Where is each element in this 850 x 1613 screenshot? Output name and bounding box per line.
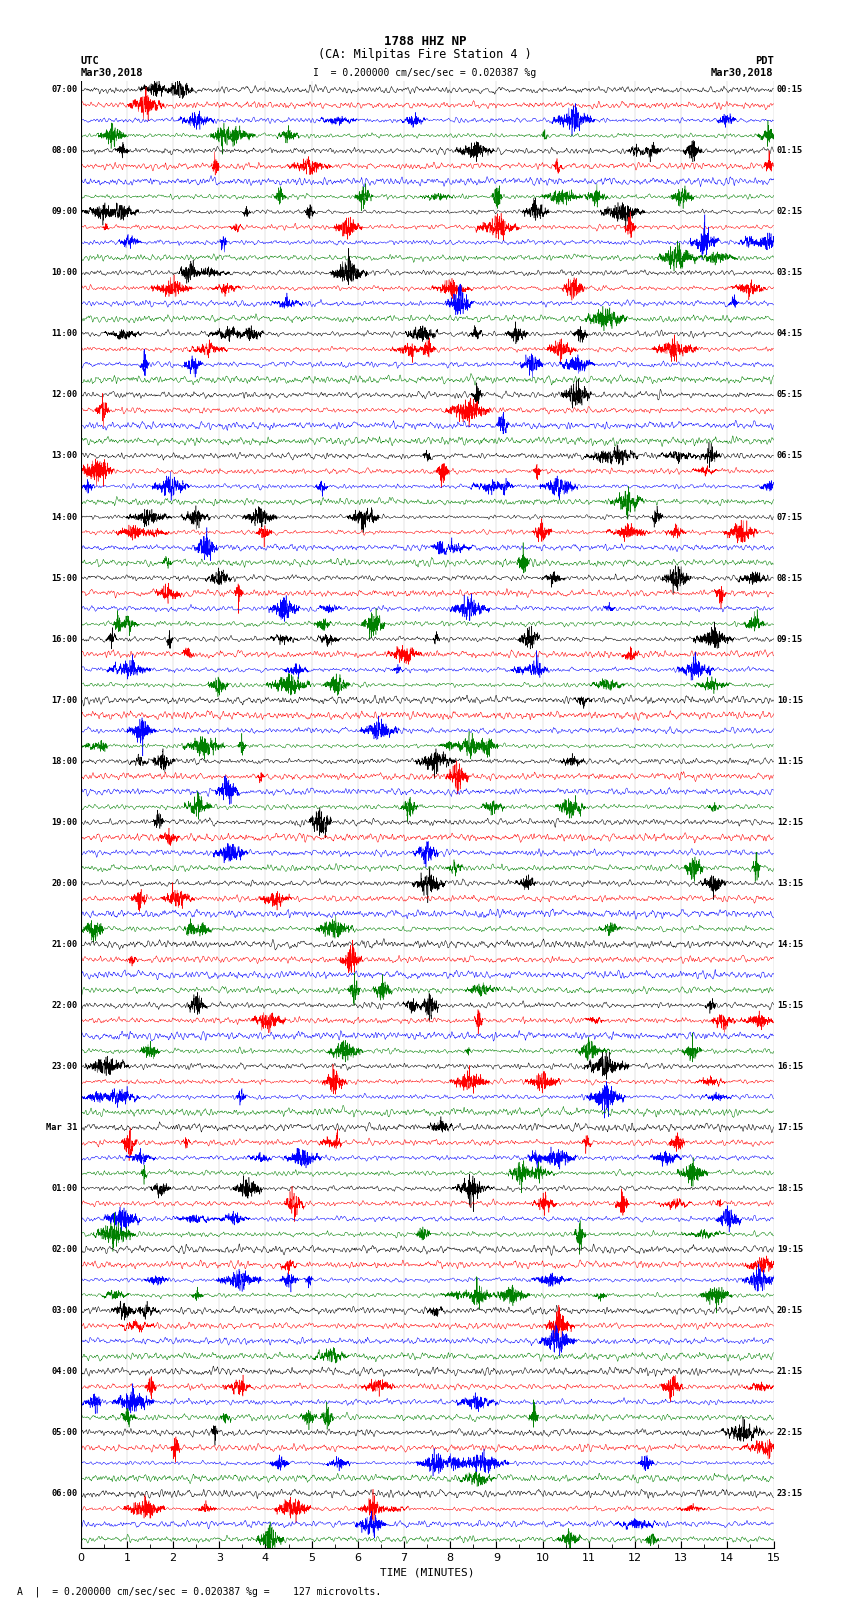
Text: 01:00: 01:00 (51, 1184, 77, 1194)
Text: 03:00: 03:00 (51, 1307, 77, 1315)
Text: Mar 31: Mar 31 (46, 1123, 77, 1132)
Text: 15:15: 15:15 (777, 1000, 803, 1010)
Text: 18:00: 18:00 (51, 756, 77, 766)
Text: 08:15: 08:15 (777, 574, 803, 582)
Text: 06:15: 06:15 (777, 452, 803, 460)
X-axis label: TIME (MINUTES): TIME (MINUTES) (380, 1568, 474, 1578)
Text: 11:15: 11:15 (777, 756, 803, 766)
Text: UTC: UTC (81, 56, 99, 66)
Text: 03:15: 03:15 (777, 268, 803, 277)
Text: A  |  = 0.200000 cm/sec/sec = 0.020387 %g =    127 microvolts.: A | = 0.200000 cm/sec/sec = 0.020387 %g … (17, 1586, 382, 1597)
Text: 21:00: 21:00 (51, 940, 77, 948)
Text: 23:00: 23:00 (51, 1061, 77, 1071)
Text: 07:00: 07:00 (51, 85, 77, 94)
Text: 01:15: 01:15 (777, 147, 803, 155)
Text: Mar30,2018: Mar30,2018 (711, 68, 774, 77)
Text: 18:15: 18:15 (777, 1184, 803, 1194)
Text: 12:00: 12:00 (51, 390, 77, 400)
Text: 06:00: 06:00 (51, 1489, 77, 1498)
Text: 05:00: 05:00 (51, 1428, 77, 1437)
Text: 19:00: 19:00 (51, 818, 77, 827)
Text: PDT: PDT (755, 56, 774, 66)
Text: 20:15: 20:15 (777, 1307, 803, 1315)
Text: 23:15: 23:15 (777, 1489, 803, 1498)
Text: 16:00: 16:00 (51, 634, 77, 644)
Text: 12:15: 12:15 (777, 818, 803, 827)
Text: 14:15: 14:15 (777, 940, 803, 948)
Text: 07:15: 07:15 (777, 513, 803, 521)
Text: I  = 0.200000 cm/sec/sec = 0.020387 %g: I = 0.200000 cm/sec/sec = 0.020387 %g (314, 68, 536, 77)
Text: 00:15: 00:15 (777, 85, 803, 94)
Text: 09:00: 09:00 (51, 208, 77, 216)
Text: (CA: Milpitas Fire Station 4 ): (CA: Milpitas Fire Station 4 ) (318, 48, 532, 61)
Text: 19:15: 19:15 (777, 1245, 803, 1253)
Text: 08:00: 08:00 (51, 147, 77, 155)
Text: Mar30,2018: Mar30,2018 (81, 68, 144, 77)
Text: 11:00: 11:00 (51, 329, 77, 339)
Text: 17:00: 17:00 (51, 695, 77, 705)
Text: 02:00: 02:00 (51, 1245, 77, 1253)
Text: 10:00: 10:00 (51, 268, 77, 277)
Text: 13:15: 13:15 (777, 879, 803, 887)
Text: 16:15: 16:15 (777, 1061, 803, 1071)
Text: 1788 HHZ NP: 1788 HHZ NP (383, 35, 467, 48)
Text: 15:00: 15:00 (51, 574, 77, 582)
Text: 17:15: 17:15 (777, 1123, 803, 1132)
Text: 05:15: 05:15 (777, 390, 803, 400)
Text: 10:15: 10:15 (777, 695, 803, 705)
Text: 04:00: 04:00 (51, 1366, 77, 1376)
Text: 21:15: 21:15 (777, 1366, 803, 1376)
Text: 20:00: 20:00 (51, 879, 77, 887)
Text: 13:00: 13:00 (51, 452, 77, 460)
Text: 22:00: 22:00 (51, 1000, 77, 1010)
Text: 14:00: 14:00 (51, 513, 77, 521)
Text: 22:15: 22:15 (777, 1428, 803, 1437)
Text: 02:15: 02:15 (777, 208, 803, 216)
Text: 09:15: 09:15 (777, 634, 803, 644)
Text: 04:15: 04:15 (777, 329, 803, 339)
